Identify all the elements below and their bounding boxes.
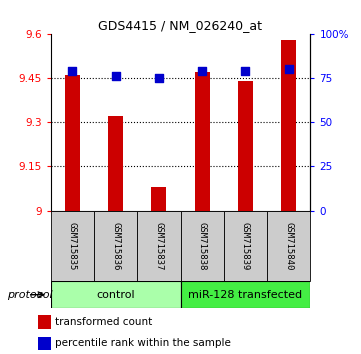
- Text: GSM715835: GSM715835: [68, 222, 77, 270]
- Title: GDS4415 / NM_026240_at: GDS4415 / NM_026240_at: [99, 19, 262, 33]
- Text: GSM715837: GSM715837: [155, 222, 163, 270]
- Text: GSM715840: GSM715840: [284, 222, 293, 270]
- Text: GSM715838: GSM715838: [198, 222, 206, 270]
- Text: GSM715839: GSM715839: [241, 222, 250, 270]
- Bar: [137, 211, 180, 281]
- Text: control: control: [96, 290, 135, 300]
- Point: [113, 73, 118, 79]
- Bar: [51, 281, 180, 308]
- Point: [199, 68, 205, 74]
- Bar: [38, 315, 51, 329]
- Text: percentile rank within the sample: percentile rank within the sample: [55, 338, 231, 348]
- Text: miR-128 transfected: miR-128 transfected: [188, 290, 303, 300]
- Text: transformed count: transformed count: [55, 317, 152, 327]
- Bar: [267, 211, 310, 281]
- Bar: [238, 81, 253, 211]
- Bar: [195, 72, 210, 211]
- Bar: [108, 116, 123, 211]
- Bar: [180, 211, 224, 281]
- Text: GSM715836: GSM715836: [111, 222, 120, 270]
- Bar: [224, 211, 267, 281]
- Point: [243, 68, 248, 74]
- Bar: [38, 337, 51, 350]
- Point: [69, 68, 75, 74]
- Bar: [65, 75, 80, 211]
- Bar: [51, 211, 94, 281]
- Text: protocol: protocol: [7, 290, 53, 300]
- Point: [286, 66, 292, 72]
- Point: [156, 75, 162, 81]
- Bar: [94, 211, 137, 281]
- Bar: [281, 40, 296, 211]
- Bar: [151, 187, 166, 211]
- Bar: [180, 281, 310, 308]
